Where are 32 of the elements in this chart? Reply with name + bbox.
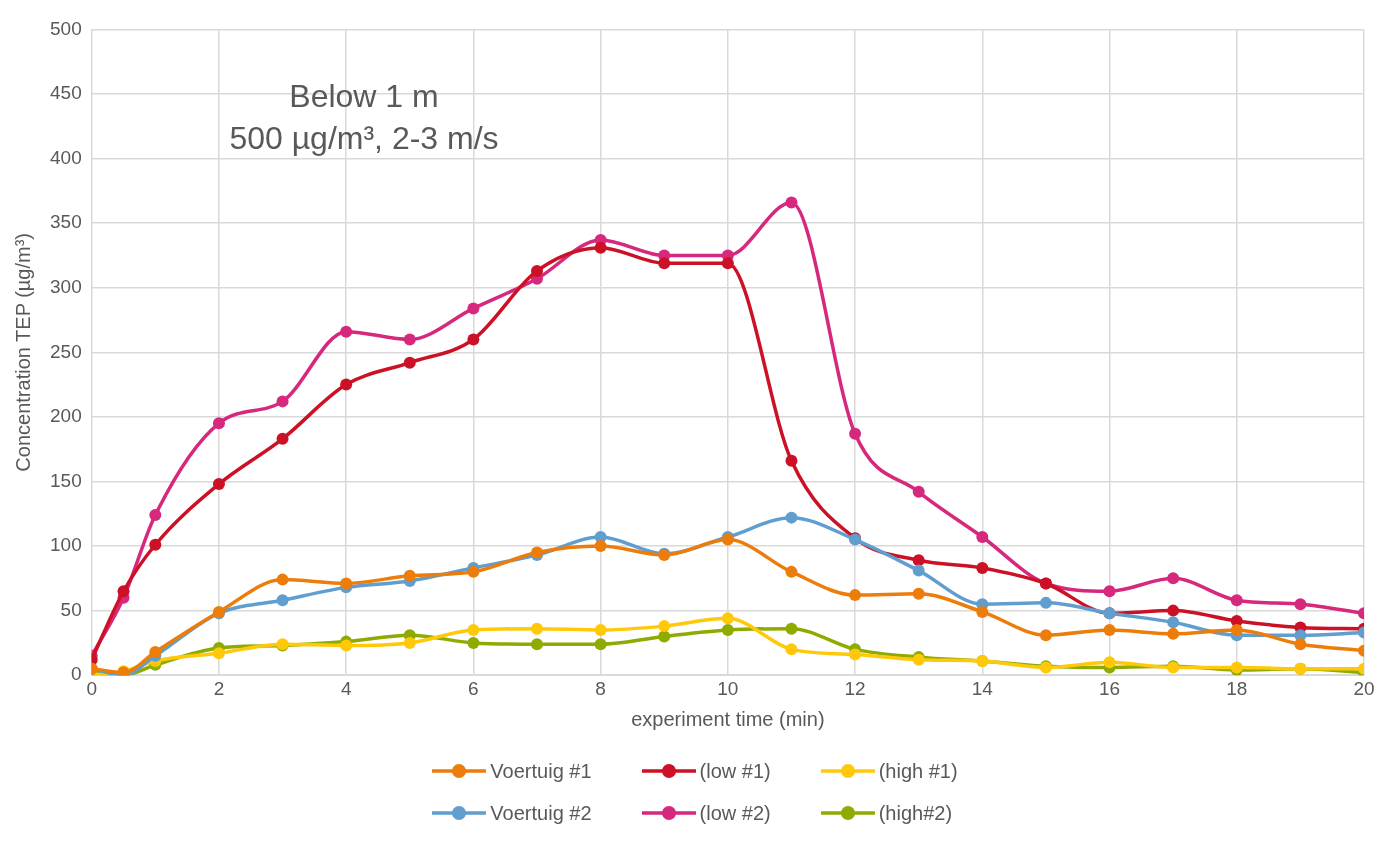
- y-tick-label: 350: [50, 211, 82, 233]
- text: Below 1 m: [289, 78, 439, 115]
- text: 500 µg/m³, 2-3 m/s: [229, 120, 499, 157]
- x-tick-label: 6: [468, 677, 479, 699]
- y-axis-title: Concentration TEP (µg/m³): [11, 232, 34, 472]
- legend-label: (low #1): [699, 759, 771, 783]
- legend-label: (high#2): [878, 801, 953, 825]
- x-tick-label: 0: [86, 677, 97, 699]
- x-tick-label: 2: [213, 677, 225, 699]
- y-tick-label: 0: [71, 663, 82, 685]
- legend-label: (low #2): [699, 801, 771, 825]
- y-tick-label: 300: [50, 275, 82, 297]
- y-tick-label: 500: [50, 17, 82, 39]
- y-tick-label: 450: [50, 82, 82, 104]
- x-tick-label: 16: [1098, 677, 1121, 699]
- x-tick-label: 14: [971, 677, 994, 699]
- x-tick-label: 8: [595, 677, 606, 699]
- y-tick-label: 150: [50, 469, 82, 491]
- y-tick-label: 200: [50, 405, 82, 427]
- legend-label: Voertuig #1: [490, 759, 592, 783]
- x-tick-label: 4: [340, 677, 352, 699]
- legend-label: Voertuig #2: [490, 801, 592, 825]
- y-tick-label: 250: [50, 340, 82, 362]
- x-tick-label: 20: [1353, 677, 1375, 699]
- legend-label: (high #1): [878, 759, 958, 783]
- y-tick-label: 100: [50, 534, 82, 556]
- y-tick-label: 400: [50, 146, 82, 168]
- x-tick-label: 10: [717, 677, 739, 699]
- y-tick-label: 50: [60, 598, 82, 620]
- x-axis-title: experiment time (min): [631, 707, 825, 730]
- x-tick-label: 12: [844, 677, 866, 699]
- x-tick-label: 18: [1226, 677, 1248, 699]
